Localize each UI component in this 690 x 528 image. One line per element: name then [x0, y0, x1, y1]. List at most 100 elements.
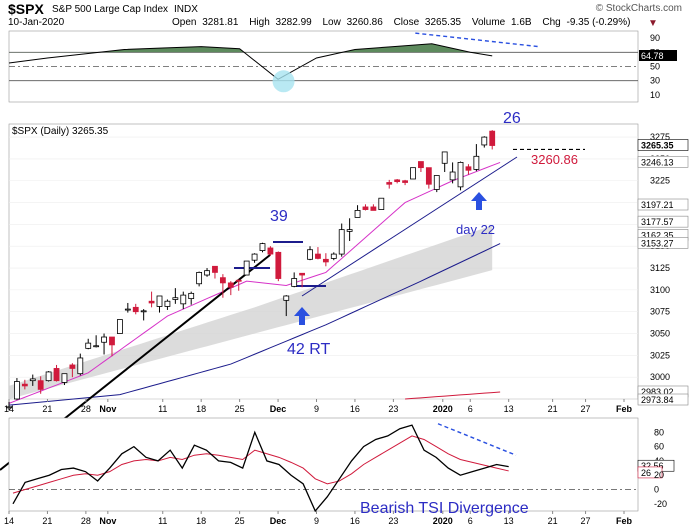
rsi-y-tick-label: 10 — [650, 90, 660, 100]
candle-body — [465, 166, 472, 171]
candle-body — [29, 378, 36, 382]
candle-body — [219, 277, 226, 284]
rsi-last-value-box — [639, 50, 677, 62]
candle-body — [109, 336, 115, 346]
price-value-box — [637, 155, 689, 168]
tsi-signal-line — [12, 435, 509, 494]
tsi-x-axis-label: 28 — [81, 516, 91, 526]
open-label: Open — [172, 17, 196, 28]
price-value-label: 3153.27 — [641, 238, 674, 248]
tsi-x-axis-label: Dec — [270, 516, 287, 526]
candle-body — [124, 308, 131, 311]
tsi-x-axis-label: 14 — [4, 516, 14, 526]
annotation-42rt: 42 RT — [287, 341, 331, 358]
annotation-day22: day 22 — [456, 222, 495, 237]
candle-body — [322, 258, 329, 263]
price-x-axis-label: 2020 — [433, 404, 453, 414]
price-x-axis-label: 21 — [548, 404, 558, 414]
price-value-box — [637, 198, 689, 211]
price-value-label: 3177.57 — [641, 217, 674, 227]
close-value: 3265.35 — [425, 17, 462, 28]
candle-body — [378, 197, 385, 210]
candle-body — [21, 383, 28, 387]
index-name: S&P 500 Large Cap Index — [52, 4, 168, 15]
price-y-tick-label: 3275 — [650, 132, 670, 142]
price-x-axis-label: 9 — [314, 404, 319, 414]
tsi-x-axis-label: 2020 — [433, 516, 453, 526]
price-y-tick-label: 3100 — [650, 285, 670, 295]
symbol-label: $SPX — [8, 1, 44, 17]
moving-average-line — [405, 391, 501, 400]
chg-label: Chg — [542, 17, 560, 28]
date-label: 10-Jan-2020 — [8, 17, 65, 28]
tsi-line — [12, 424, 509, 513]
price-value-label: 3265.35 — [641, 141, 674, 151]
price-y-tick-label: 3125 — [650, 263, 670, 273]
candle-body — [235, 279, 242, 282]
candle-body — [283, 295, 290, 301]
price-x-axis-label: 27 — [581, 404, 591, 414]
rsi-overbought-fill — [9, 43, 493, 53]
candle-body — [6, 406, 12, 409]
candle-body — [243, 260, 250, 276]
tsi-x-axis-label: Feb — [616, 516, 633, 526]
chg-value: -9.35 (-0.29%) — [567, 17, 631, 28]
tsi-x-axis-label: 16 — [350, 516, 360, 526]
candle-body — [164, 300, 171, 307]
annotation-3260: 3260.86 — [531, 152, 578, 167]
price-x-axis-label: 14 — [4, 404, 14, 414]
price-y-tick-label: 3025 — [650, 350, 670, 360]
price-x-axis-label: 25 — [235, 404, 245, 414]
candle-body — [489, 130, 496, 146]
tsi-value-label: 32.56 — [641, 461, 664, 471]
price-envelope-band — [9, 225, 493, 399]
trendline-blue — [301, 156, 518, 297]
candle-body — [394, 179, 401, 183]
high-value: 3282.99 — [276, 17, 313, 28]
price-x-axis-label: Feb — [616, 404, 633, 414]
tsi-y-tick-label: 0 — [654, 485, 659, 495]
tsi-y-tick-label: 80 — [654, 427, 664, 437]
price-value-label: 3197.21 — [641, 200, 674, 210]
candle-body — [362, 206, 369, 210]
price-value-label: 3246.13 — [641, 157, 674, 167]
candle-body — [196, 272, 203, 285]
candle-body — [338, 229, 345, 255]
rsi-y-tick-label: 30 — [650, 76, 660, 86]
candle-body — [433, 175, 440, 190]
candle-body — [418, 161, 424, 169]
candle-body — [259, 243, 266, 251]
candle-body — [212, 265, 218, 273]
tsi-divergence-line — [437, 423, 517, 456]
tsi-x-axis-label: 18 — [196, 516, 206, 526]
candle-body — [204, 270, 210, 276]
tsi-x-axis-label: 27 — [581, 516, 591, 526]
price-y-tick-label: 3075 — [650, 307, 670, 317]
candle-body — [117, 319, 123, 334]
candle-body — [473, 155, 480, 170]
tsi-x-axis-label: 23 — [388, 516, 398, 526]
candle-body — [370, 206, 377, 211]
price-value-box — [637, 393, 689, 406]
candle-body — [267, 247, 274, 255]
candle-body — [101, 336, 107, 343]
arrow-up-icon — [471, 192, 487, 210]
candle-body — [275, 251, 282, 279]
candle-body — [307, 249, 313, 260]
tsi-x-axis-label: 21 — [548, 516, 558, 526]
candle-body — [227, 282, 234, 288]
annotation-tsi-divergence: Bearish TSI Divergence — [360, 500, 529, 517]
tsi-x-axis-label: 9 — [314, 516, 319, 526]
price-x-axis-label: 6 — [468, 404, 473, 414]
candle-body — [441, 151, 448, 164]
high-label: High — [249, 17, 270, 28]
price-value-box — [637, 215, 689, 228]
candle-body — [402, 180, 408, 183]
price-x-axis-label: 28 — [81, 404, 91, 414]
candle-body — [45, 371, 52, 382]
price-x-axis-label: 16 — [350, 404, 360, 414]
tsi-x-axis-label: Nov — [99, 516, 116, 526]
tsi-y-tick-label: 20 — [654, 470, 664, 480]
candle-body — [85, 342, 92, 349]
candle-body — [449, 171, 456, 181]
